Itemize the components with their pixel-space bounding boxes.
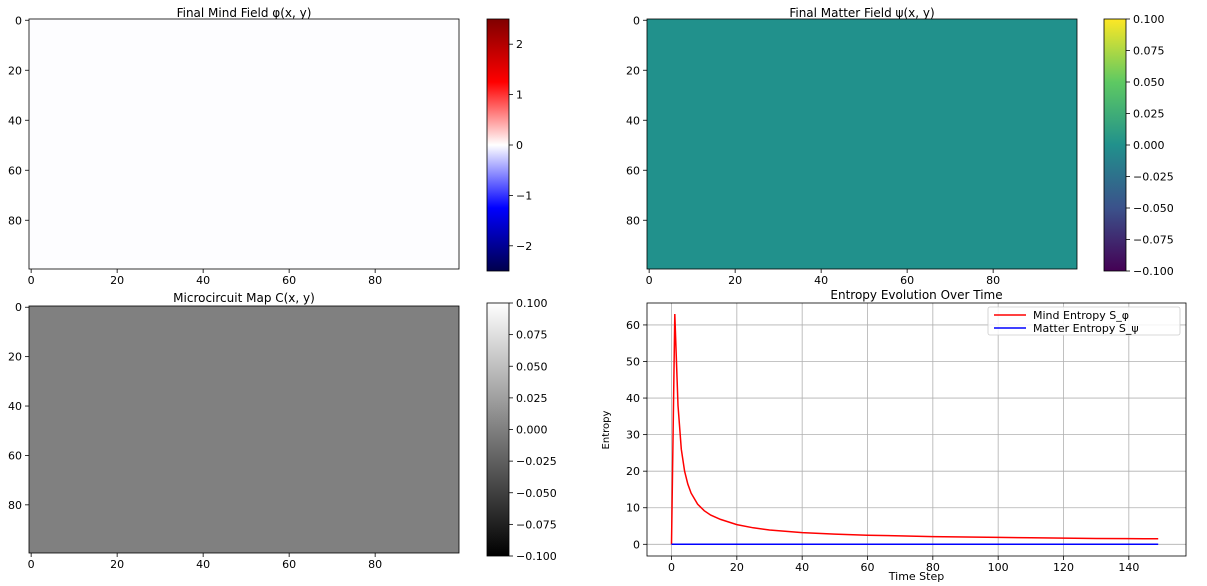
chart-title: Microcircuit Map C(x, y): [173, 291, 315, 305]
y-tick-label: 10: [626, 502, 640, 515]
colorbar-tick-label: −0.025: [1133, 171, 1174, 184]
x-tick-label: 40: [814, 274, 828, 287]
y-tick-label: 40: [8, 400, 22, 413]
y-tick-label: 20: [626, 64, 640, 77]
colorbar-tick-label: −0.100: [516, 550, 557, 563]
colorbar-tick-label: 0: [516, 139, 523, 152]
x-tick-label: 0: [668, 561, 675, 574]
x-tick-label: 140: [1118, 561, 1139, 574]
colorbar-tick-label: 0.025: [516, 392, 548, 405]
colorbar-tick-label: −0.025: [516, 455, 557, 468]
colorbar-tick-label: 0.100: [1133, 13, 1165, 26]
colorbar-tick-label: 1: [516, 89, 523, 102]
colorbar: [486, 18, 510, 272]
x-tick-label: 80: [986, 274, 1000, 287]
heatmap-panel-2: Microcircuit Map C(x, y) 0 20 40 60 80 0 20 40 60…: [8, 291, 557, 571]
colorbar: [486, 302, 510, 557]
x-tick-label: 80: [368, 558, 382, 571]
y-tick-label: 0: [15, 14, 22, 27]
x-tick-label: 0: [28, 558, 35, 571]
x-tick-label: 80: [926, 561, 940, 574]
x-tick-label: 20: [730, 561, 744, 574]
colorbar-tick-label: 0.075: [1133, 45, 1165, 58]
plot-frame: [646, 18, 1078, 270]
x-tick-label: 120: [1053, 561, 1074, 574]
colorbar-tick-label: 0.100: [516, 297, 548, 310]
plot-frame: [646, 302, 1187, 557]
heatmap-panel-0: Final Mind Field φ(x, y)0 20 40 60 800204060…: [8, 6, 532, 287]
y-tick-label: 60: [626, 319, 640, 332]
x-tick-label: 0: [646, 274, 653, 287]
legend-label-0: Mind Entropy S_φ: [1033, 309, 1129, 322]
y-tick-label: 40: [626, 114, 640, 127]
x-tick-label: 0: [28, 274, 35, 287]
colorbar-tick-label: 2: [516, 38, 523, 51]
y-tick-label: 0: [633, 538, 640, 551]
y-tick-label: 60: [8, 449, 22, 462]
x-tick-label: 40: [196, 274, 210, 287]
colorbar-tick-label: 0.050: [1133, 76, 1165, 89]
y-tick-label: 40: [626, 392, 640, 405]
heatmap-field: [29, 19, 459, 269]
colorbar-tick-label: −1: [516, 189, 532, 202]
x-tick-label: 20: [728, 274, 742, 287]
plot-frame: [28, 18, 460, 270]
y-tick-label: 0: [15, 301, 22, 314]
y-tick-label: 40: [8, 114, 22, 127]
series-line-0: [670, 313, 1159, 545]
chart-title: Entropy Evolution Over Time: [830, 288, 1002, 302]
x-tick-label: 20: [110, 558, 124, 571]
x-tick-label: 60: [282, 558, 296, 571]
colorbar-tick-label: 0.025: [1133, 108, 1165, 121]
y-tick-label: 0: [633, 14, 640, 27]
x-tick-label: 40: [795, 561, 809, 574]
x-tick-label: 60: [861, 561, 875, 574]
legend-box: [987, 306, 1181, 336]
x-tick-label: 80: [368, 274, 382, 287]
chart-title: Final Mind Field φ(x, y): [177, 6, 312, 20]
y-tick-label: 60: [626, 164, 640, 177]
y-tick-label: 80: [8, 214, 22, 227]
plot-frame: [28, 305, 460, 554]
y-tick-label: 30: [626, 429, 640, 442]
y-tick-label: 60: [8, 164, 22, 177]
x-tick-label: 60: [282, 274, 296, 287]
x-tick-label: 100: [988, 561, 1009, 574]
colorbar: [1103, 18, 1127, 272]
heatmap-field: [29, 306, 459, 553]
colorbar-tick-label: −0.050: [1133, 202, 1174, 215]
colorbar-tick-label: −0.050: [516, 487, 557, 500]
y-tick-label: 20: [8, 64, 22, 77]
colorbar-tick-label: −2: [516, 240, 532, 253]
heatmap-field: [647, 19, 1077, 269]
y-tick-label: 80: [626, 214, 640, 227]
x-tick-label: 60: [900, 274, 914, 287]
x-axis-label: Time Step: [888, 570, 944, 583]
colorbar-tick-label: −0.100: [1133, 265, 1174, 278]
colorbar-tick-label: 0.000: [1133, 139, 1165, 152]
colorbar-tick-label: 0.075: [516, 329, 548, 342]
legend-label-1: Matter Entropy S_ψ: [1033, 322, 1139, 335]
y-tick-label: 80: [8, 499, 22, 512]
heatmap-panel-1: Final Matter Field ψ(x, y) 0 20 40 60 80 0 20 40…: [626, 6, 1174, 287]
colorbar-tick-label: 0.050: [516, 360, 548, 373]
x-tick-label: 40: [196, 558, 210, 571]
y-axis-label: Entropy: [601, 410, 612, 449]
colorbar-tick-label: 0.000: [516, 424, 548, 437]
y-tick-label: 20: [626, 465, 640, 478]
y-tick-label: 20: [8, 351, 22, 364]
chart-title: Final Matter Field ψ(x, y): [789, 6, 934, 20]
colorbar-tick-label: −0.075: [516, 518, 557, 531]
y-tick-label: 50: [626, 355, 640, 368]
x-tick-label: 20: [110, 274, 124, 287]
colorbar-tick-label: −0.075: [1133, 234, 1174, 247]
